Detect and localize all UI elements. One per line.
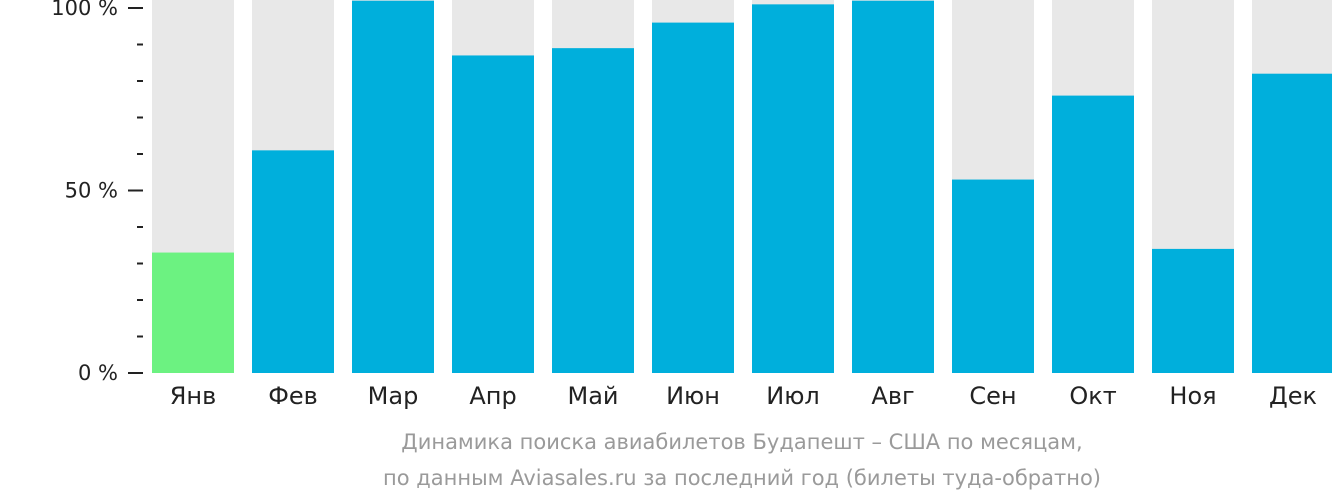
bar-4 — [452, 55, 534, 373]
x-axis-labels: Янв Фев Мар Апр Май Июн Июл Авг Сен Окт Ноя Дек — [170, 382, 1317, 410]
chart-caption-line-2: по данным Aviasales.ru за последний год … — [383, 466, 1101, 490]
bar-9 — [952, 179, 1034, 373]
bar-chart: 0 % 50 % 100 % Янв Фев Мар Апр Май Июн Июл Авг Сен… — [51, 0, 1332, 410]
x-tick-label: Ноя — [1169, 382, 1216, 410]
bar-1 — [152, 252, 234, 373]
y-tick-label: 100 % — [51, 0, 118, 20]
y-tick-label: 0 % — [78, 361, 118, 385]
bars — [152, 0, 1332, 374]
y-tick-label: 50 % — [65, 179, 118, 203]
chart-caption-line-1: Динамика поиска авиабилетов Будапешт – С… — [401, 430, 1083, 454]
y-axis: 0 % 50 % 100 % — [51, 0, 143, 385]
bar-2 — [252, 150, 334, 373]
x-tick-label: Янв — [170, 382, 217, 410]
x-tick-label: Фев — [268, 382, 318, 410]
x-tick-label: Июл — [766, 382, 820, 410]
bar-12 — [1252, 73, 1332, 373]
x-tick-label: Окт — [1069, 382, 1116, 410]
x-tick-label: Сен — [969, 382, 1016, 410]
x-tick-label: Июн — [666, 382, 720, 410]
x-tick-label: Мар — [368, 382, 419, 410]
bar-7 — [752, 4, 834, 373]
bar-5 — [552, 48, 634, 374]
bar-8 — [852, 0, 934, 373]
bar-10 — [1052, 95, 1134, 373]
x-tick-label: Авг — [871, 382, 914, 410]
x-tick-label: Апр — [469, 382, 516, 410]
bar-3 — [352, 0, 434, 373]
bar-6 — [652, 22, 734, 373]
bar-11 — [1152, 248, 1234, 373]
x-tick-label: Май — [567, 382, 618, 410]
x-tick-label: Дек — [1269, 382, 1317, 410]
